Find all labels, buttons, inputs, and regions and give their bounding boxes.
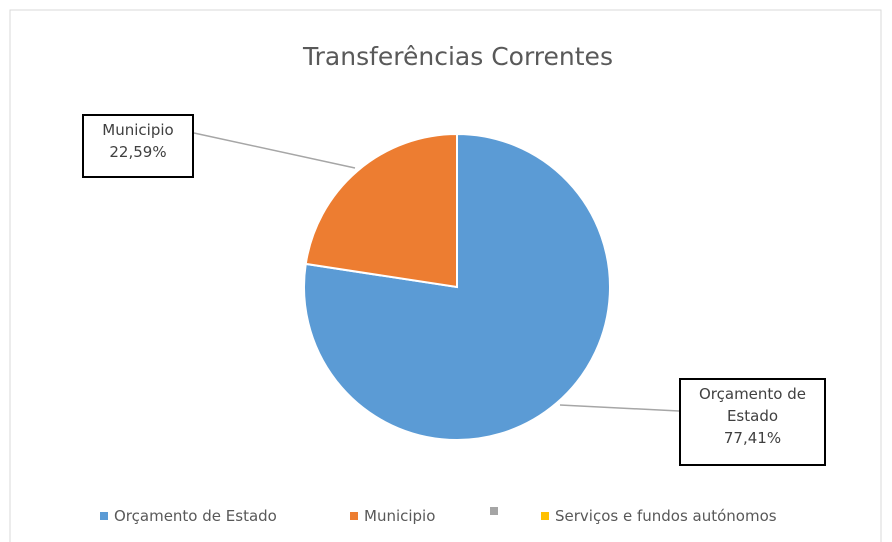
chart-title: Transferências Correntes <box>302 42 613 71</box>
data-label-value: 77,41% <box>723 429 782 447</box>
data-label-name: Orçamento de Estado <box>698 385 806 425</box>
legend-label: Municipio <box>364 507 436 525</box>
pie-slice <box>304 132 458 289</box>
data-label: Municipio 22,59% <box>82 114 194 178</box>
legend-item: Municipio <box>350 507 435 525</box>
data-label-value: 22,59% <box>109 143 167 161</box>
legend-label: Orçamento de Estado <box>114 507 277 525</box>
legend-label: Serviços e fundos autónomos <box>555 507 777 525</box>
data-label: Orçamento de Estado 77,41% <box>679 378 826 466</box>
data-label-name: Municipio <box>102 121 174 139</box>
legend-item: Orçamento de Estado <box>100 507 277 525</box>
legend-item <box>490 507 504 515</box>
pie-slice <box>303 132 611 441</box>
legend-swatch <box>541 512 549 520</box>
legend-swatch <box>350 512 358 520</box>
leader-line <box>193 132 356 169</box>
leader-line <box>559 404 680 412</box>
legend-swatch <box>100 512 108 520</box>
legend-swatch <box>490 507 498 515</box>
legend-item: Serviços e fundos autónomos <box>541 507 777 525</box>
